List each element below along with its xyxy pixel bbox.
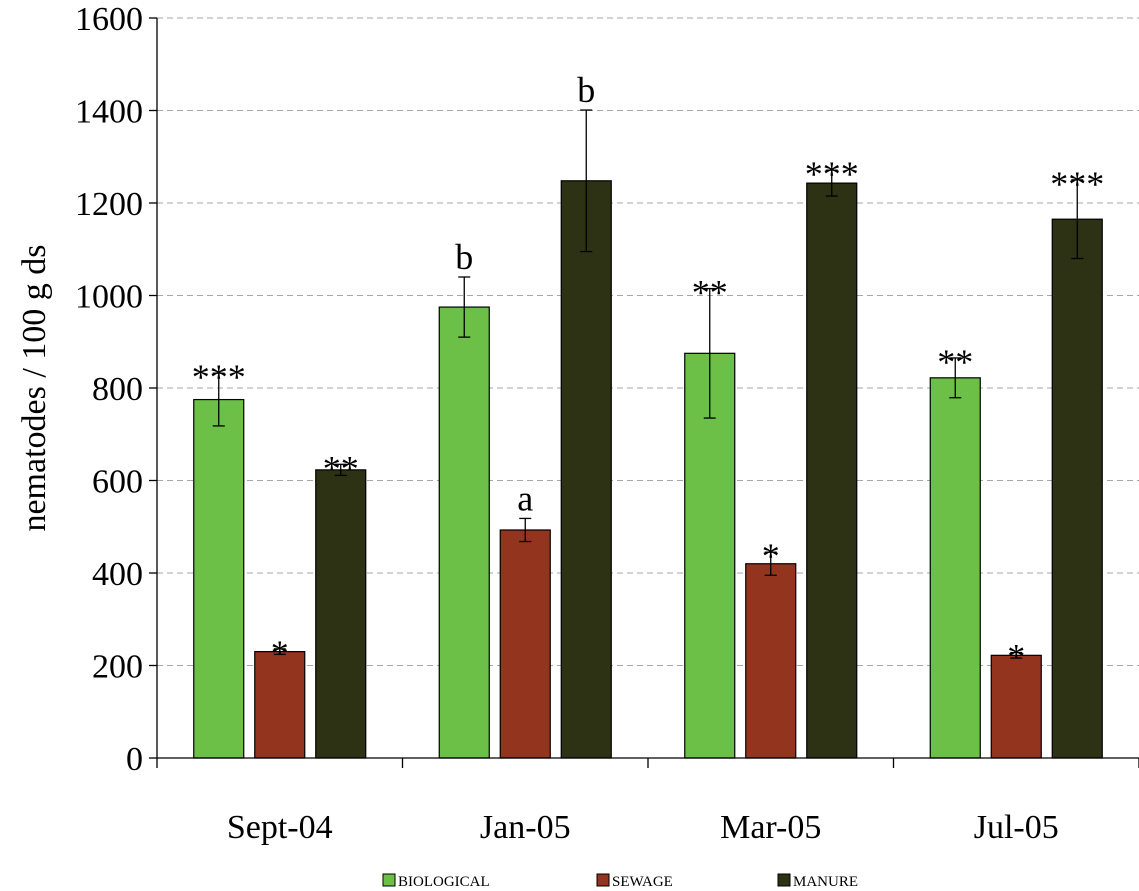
legend-swatch — [596, 873, 610, 887]
y-tick-label: 800 — [92, 371, 143, 408]
significance-annotations: ***b*****a****b*** *** — [192, 70, 1105, 677]
significance-label: a — [517, 478, 533, 518]
legend-swatch — [382, 873, 396, 887]
significance-label: b — [577, 70, 595, 110]
x-tick-label: Jul-05 — [974, 809, 1059, 846]
bar — [1051, 218, 1103, 759]
y-tick-label: 1600 — [75, 1, 143, 38]
legend: BIOLOGICAL SEWAGE MANURE — [382, 873, 858, 890]
significance-label: * — [762, 536, 780, 576]
legend-label: MANURE — [793, 874, 858, 890]
significance-label: *** — [1050, 164, 1104, 204]
bar — [560, 180, 612, 759]
y-tick-label: 1400 — [75, 94, 143, 131]
bars — [193, 109, 1103, 759]
bar — [745, 563, 797, 759]
bar — [193, 398, 245, 759]
legend-label: SEWAGE — [612, 874, 673, 890]
y-axis-label: nematodes / 100 g ds — [16, 244, 53, 531]
x-tick-label: Sept-04 — [227, 809, 333, 846]
significance-label: ** — [692, 273, 728, 313]
x-tick-label: Jan-05 — [480, 809, 571, 846]
bar — [254, 651, 306, 759]
bar — [499, 529, 551, 759]
legend-label: BIOLOGICAL — [398, 874, 490, 890]
significance-label: b — [455, 237, 473, 277]
significance-label: * — [1007, 637, 1025, 677]
y-tick-label: 200 — [92, 649, 143, 686]
y-tick-label: 400 — [92, 556, 143, 593]
y-tick-label: 0 — [126, 741, 143, 778]
bar — [684, 352, 736, 759]
significance-label: *** — [805, 154, 859, 194]
significance-label: * — [271, 633, 289, 673]
significance-label: ** — [323, 448, 359, 488]
gridlines — [157, 17, 1139, 666]
bar — [929, 377, 981, 759]
y-tick-label: 600 — [92, 464, 143, 501]
significance-label: ** — [937, 342, 973, 382]
bar — [315, 469, 367, 759]
bar — [806, 182, 858, 759]
significance-label: *** — [192, 357, 246, 397]
x-ticks: Sept-04 Jan-05 Mar-05 Jul-05 — [156, 758, 1139, 846]
y-tick-label: 1200 — [75, 186, 143, 223]
bar — [438, 306, 490, 759]
legend-swatch — [777, 873, 791, 887]
y-tick-label: 1000 — [75, 279, 143, 316]
x-tick-label: Mar-05 — [720, 809, 821, 846]
y-ticks: 0 200 400 600 800 1000 1200 1400 1600 — [75, 1, 157, 778]
